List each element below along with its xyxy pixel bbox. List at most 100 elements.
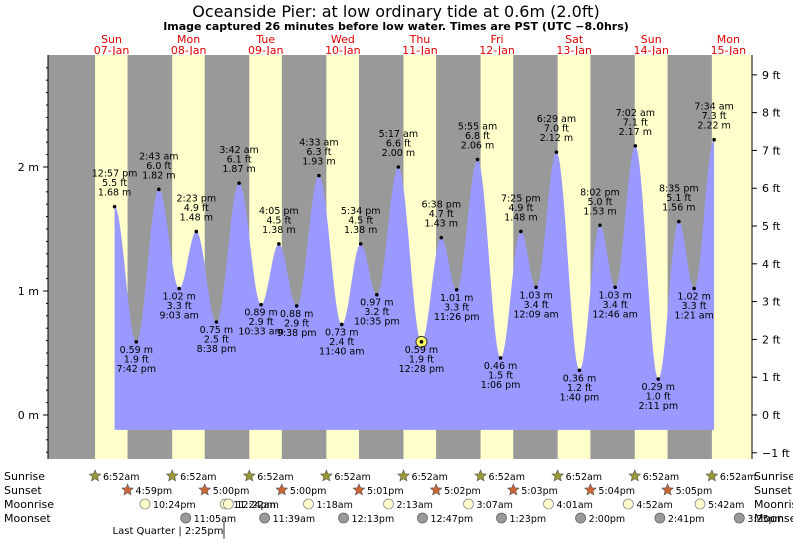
moonrise-icon <box>694 498 706 510</box>
row-label-sunset-right: Sunset <box>754 484 792 497</box>
chart-title: Oceanside Pier: at low ordinary tide at … <box>192 2 599 21</box>
moonset-time: 2:41pm <box>668 514 705 525</box>
high-tide-label: 1.38 m <box>344 225 377 236</box>
sunrise-icon <box>88 469 102 482</box>
moonset-time: 2:00pm <box>589 514 626 525</box>
sunset-time: 5:00pm <box>213 486 250 497</box>
moonset-icon <box>496 512 507 524</box>
high-tide-label: 4.9 ft <box>184 203 209 214</box>
high-tide-label: 2.12 m <box>540 133 573 144</box>
low-tide-label: 1.03 m <box>598 290 631 301</box>
high-tide-label: 6.3 ft <box>306 147 331 158</box>
high-tide-label: 1.56 m <box>662 203 695 214</box>
low-tide-label: 1.9 ft <box>124 354 149 365</box>
day-of-week-label: Mon <box>177 33 200 46</box>
low-tide-label: 1.2 ft <box>567 383 592 394</box>
row-label-moonset-right: Moonset <box>754 512 793 525</box>
sunrise-time: 6:52am <box>257 472 293 483</box>
row-label-moonrise-right: Moonrise <box>754 498 793 511</box>
high-tide-label: 2.06 m <box>461 141 494 152</box>
low-tide-label: 3.4 ft <box>524 300 549 311</box>
tide-point <box>554 150 559 154</box>
moonrise-time: 11:24pm <box>233 500 276 511</box>
low-tide-label: 3.4 ft <box>603 300 628 311</box>
sunset-time: 5:01pm <box>367 486 404 497</box>
high-tide-label: 1.87 m <box>222 164 255 175</box>
chart-subtitle: Image captured 26 minutes before low wat… <box>163 20 629 33</box>
sunrise-time: 6:52am <box>566 472 602 483</box>
high-tide-label: 4:33 am <box>299 138 338 149</box>
low-tide-label: 1.5 ft <box>488 370 513 381</box>
moonset-icon <box>338 512 349 524</box>
sunset-icon <box>583 483 597 496</box>
date-label: 13-Jan <box>556 44 592 57</box>
tide-point <box>277 242 281 246</box>
tide-point <box>419 340 424 344</box>
sunrise-time: 6:52am <box>720 472 756 483</box>
sunrise-time: 6:52am <box>489 472 525 483</box>
day-of-week-label: Thu <box>409 33 431 46</box>
tide-point <box>439 235 444 240</box>
tide-point <box>194 229 199 234</box>
tide-point <box>677 219 681 224</box>
low-tide-label: 0.29 m <box>642 382 675 393</box>
high-tide-label: 8:35 pm <box>659 184 699 195</box>
low-tide-label: 0.73 m <box>325 327 358 338</box>
tide-point <box>598 223 602 228</box>
high-tide-label: 7:02 am <box>616 108 655 119</box>
high-tide-label: 7.3 ft <box>702 111 727 122</box>
low-tide-label: 0.88 m <box>280 309 313 320</box>
sunset-time: 5:00pm <box>290 486 327 497</box>
sunrise-icon <box>474 469 488 482</box>
low-tide-label: 8:38 pm <box>197 344 237 355</box>
left-axis-tick-label: 1 m <box>18 285 39 298</box>
tide-point <box>134 340 139 344</box>
low-tide-label: 9:38 pm <box>277 328 317 339</box>
date-label: 10-Jan <box>325 44 361 57</box>
date-label: 11-Jan <box>402 44 438 57</box>
low-tide-label: 0.97 m <box>360 298 393 309</box>
right-axis-tick-label: −1 ft <box>762 447 790 460</box>
date-label: 09-Jan <box>248 44 284 57</box>
sunrise-icon <box>242 469 256 482</box>
sunrise-icon <box>551 469 565 482</box>
high-tide-label: 6:29 am <box>537 114 576 125</box>
right-axis-tick-label: 7 ft <box>762 144 781 157</box>
tide-point <box>454 287 459 292</box>
sunrise-icon <box>705 469 719 482</box>
row-label-sunrise-left: Sunrise <box>4 470 45 483</box>
low-tide-label: 1.03 m <box>519 290 552 301</box>
high-tide-label: 7:25 pm <box>501 193 541 204</box>
low-tide-label: 1.01 m <box>440 293 473 304</box>
moonrise-time: 1:18am <box>316 500 352 511</box>
moonrise-time: 10:24pm <box>153 500 196 511</box>
high-tide-label: 6.8 ft <box>465 131 490 142</box>
low-tide-label: 1.0 ft <box>646 392 671 403</box>
sunrise-icon <box>319 469 333 482</box>
high-tide-label: 1.43 m <box>425 219 458 230</box>
moonset-icon <box>417 512 428 524</box>
low-tide-label: 7:42 pm <box>116 364 156 375</box>
date-label: 08-Jan <box>171 44 207 57</box>
low-tide-label: 2.9 ft <box>284 318 309 329</box>
right-axis-tick-label: 3 ft <box>762 296 781 309</box>
moonrise-icon <box>622 498 634 510</box>
day-of-week-label: Mon <box>717 33 740 46</box>
moonset-time: 12:47pm <box>430 514 473 525</box>
low-tide-label: 1.02 m <box>677 292 710 303</box>
left-axis-tick-label: 0 m <box>18 409 39 422</box>
tide-point <box>519 229 523 234</box>
moonrise-icon <box>543 498 554 510</box>
row-label-moonset-left: Moonset <box>4 512 51 525</box>
high-tide-label: 2:43 am <box>139 151 178 162</box>
day-labels: Sun07-JanMon08-JanTue09-JanWed10-JanThu1… <box>94 33 746 57</box>
sunset-icon <box>198 483 212 496</box>
low-tide-label: 2.5 ft <box>204 335 229 346</box>
low-tide-label: 0.36 m <box>563 373 596 384</box>
high-tide-label: 1.68 m <box>98 188 131 199</box>
day-of-week-label: Sun <box>641 33 662 46</box>
high-tide-label: 6.6 ft <box>386 139 411 150</box>
right-axis-tick-label: 2 ft <box>762 333 781 346</box>
tide-point <box>475 157 480 162</box>
tide-point <box>498 356 503 360</box>
